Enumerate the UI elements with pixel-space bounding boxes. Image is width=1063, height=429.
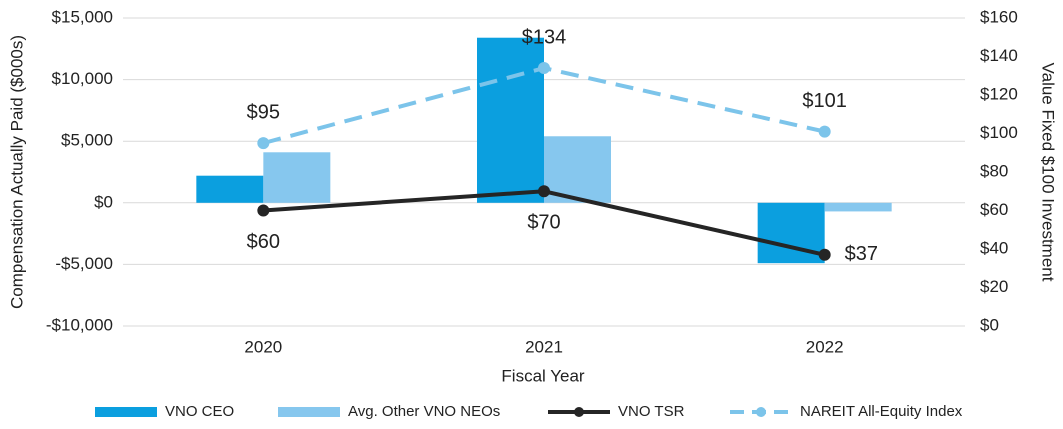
bar bbox=[263, 152, 331, 203]
point bbox=[257, 204, 270, 217]
y-tick-label: -$10,000 bbox=[46, 315, 113, 334]
bar bbox=[477, 37, 544, 203]
bar bbox=[544, 136, 611, 203]
x-tick-label: 2021 bbox=[525, 337, 563, 356]
y2-tick-label: $140 bbox=[980, 46, 1018, 65]
data-label: $60 bbox=[247, 231, 280, 253]
y2-tick-label: $20 bbox=[980, 277, 1008, 296]
y-tick-label: $5,000 bbox=[61, 131, 113, 150]
y2-tick-label: $0 bbox=[980, 315, 999, 334]
point bbox=[818, 125, 831, 138]
point bbox=[538, 185, 550, 198]
y2-tick-label: $100 bbox=[980, 123, 1018, 142]
y-axis-label: Compensation Actually Paid ($000s) bbox=[7, 35, 26, 309]
y-tick-label: $0 bbox=[94, 192, 113, 211]
data-label: $134 bbox=[522, 26, 567, 48]
legend-swatch bbox=[95, 407, 157, 417]
y-tick-label: $15,000 bbox=[52, 7, 113, 26]
point bbox=[818, 248, 831, 261]
bar bbox=[196, 175, 264, 203]
legend-label: VNO TSR bbox=[618, 403, 685, 420]
y2-tick-label: $120 bbox=[980, 84, 1018, 103]
legend-label: Avg. Other VNO NEOs bbox=[348, 403, 500, 420]
legend-label: NAREIT All-Equity Index bbox=[800, 403, 963, 420]
data-label: $37 bbox=[845, 243, 878, 265]
data-label: $70 bbox=[527, 212, 560, 234]
legend-marker bbox=[574, 407, 584, 417]
legend-swatch bbox=[278, 407, 340, 417]
y-tick-label: -$5,000 bbox=[55, 254, 113, 273]
y2-tick-label: $40 bbox=[980, 238, 1008, 257]
legend-marker bbox=[756, 407, 766, 417]
y2-axis-label: Value Fixed $100 Investment bbox=[1039, 63, 1058, 282]
x-tick-label: 2022 bbox=[806, 337, 844, 356]
y-tick-label: $10,000 bbox=[52, 69, 113, 88]
x-axis-label: Fiscal Year bbox=[501, 366, 584, 385]
data-label: $95 bbox=[247, 101, 280, 123]
bar bbox=[824, 202, 892, 212]
x-tick-label: 2020 bbox=[244, 337, 282, 356]
y2-tick-label: $160 bbox=[980, 7, 1018, 26]
y2-tick-label: $60 bbox=[980, 200, 1008, 219]
point bbox=[257, 137, 270, 150]
point bbox=[538, 62, 550, 75]
legend-label: VNO CEO bbox=[165, 403, 234, 420]
y2-tick-label: $80 bbox=[980, 161, 1008, 180]
data-label: $101 bbox=[802, 90, 847, 112]
